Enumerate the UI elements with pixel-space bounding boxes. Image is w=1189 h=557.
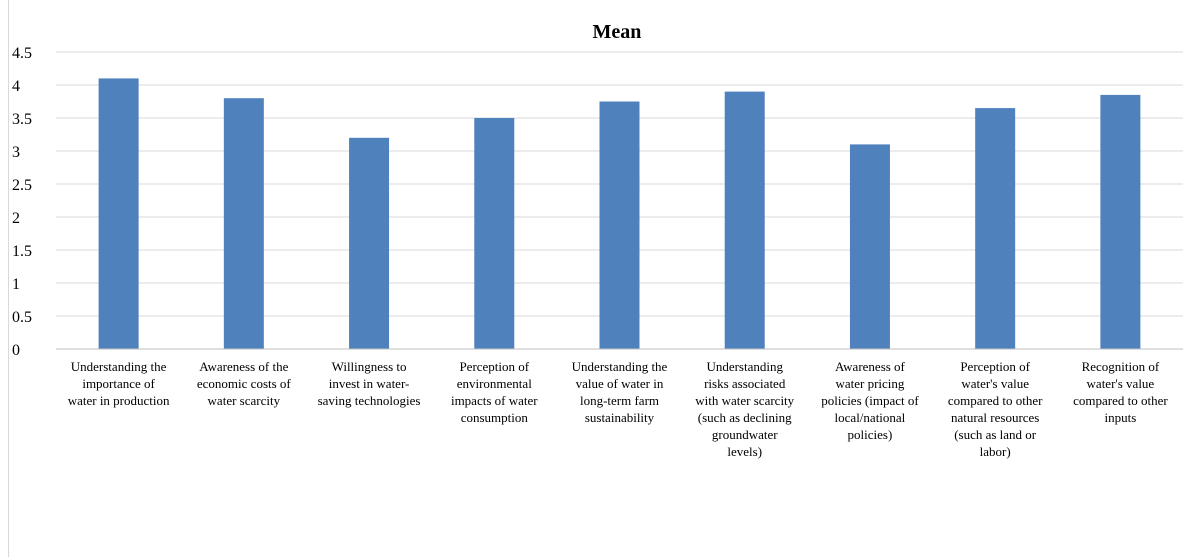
x-tick-label-line: local/national [835,410,906,425]
bar [724,91,765,349]
x-tick-label: Perception of environmental impacts of wat… [451,359,538,425]
bar [975,108,1016,349]
x-tick-label-line: economic costs of [197,376,292,391]
bar [98,78,139,350]
chart-frame [8,0,1188,557]
x-tick-label-line: water pricing [835,376,904,391]
x-tick-label-line: water's value [1087,376,1155,391]
x-tick-label: Perception of water's value compared to ot… [948,359,1043,459]
x-tick-label-line: long-term farm [580,393,659,408]
x-tick-label-line: impacts of water [451,393,538,408]
y-tick-label: 0.5 [12,309,32,326]
y-axis-ticks: 0 0.5 1 1.5 2 2.5 3 3.5 4 4.5 [12,45,32,359]
y-tick-label: 1 [12,276,20,293]
y-tick-label: 0 [12,342,20,359]
x-tick-label-line: Understanding [706,359,783,374]
x-tick-label-line: policies) [848,427,893,442]
x-tick-label-line: Awareness of [835,359,906,374]
y-tick-label: 3 [12,144,20,161]
y-tick-label: 4 [12,78,20,95]
x-tick-label: Understanding the value of water in long-t… [572,359,668,425]
bar [1100,94,1141,350]
bar [599,101,640,349]
x-tick-label-line: inputs [1104,410,1136,425]
x-tick-label-line: Perception of [459,359,529,374]
x-tick-label-line: water scarcity [208,393,281,408]
x-tick-label-line: policies (impact of [821,393,919,408]
x-tick-label-line: Understanding the [71,359,167,374]
chart-title: Mean [593,21,642,43]
x-tick-label: Awareness of water pricing policies (impac… [821,359,919,442]
x-tick-label-line: Recognition of [1082,359,1160,374]
x-tick-label-line: labor) [980,444,1011,459]
x-tick-label-line: environmental [457,376,532,391]
x-tick-label-line: sustainability [585,410,655,425]
x-tick-label-line: compared to other [1073,393,1168,408]
x-tick-label-line: with water scarcity [695,393,794,408]
x-tick-label: Willingness to invest in water-saving tec… [318,359,421,408]
x-tick-label: Awareness of the economic costs of water s… [197,359,292,408]
x-tick-label: Understanding the importance of water in p… [68,359,170,408]
x-tick-label-line: consumption [461,410,529,425]
x-tick-label-line: Willingness to [332,359,407,374]
x-tick-label-line: natural resources [951,410,1039,425]
bars [98,78,1141,350]
x-tick-label-line: compared to other [948,393,1043,408]
x-tick-label-line: water in production [68,393,170,408]
x-tick-label-line: saving technologies [318,393,421,408]
x-tick-label-line: water's value [961,376,1029,391]
x-tick-label-line: Perception of [960,359,1030,374]
x-tick-label-line: importance of [82,376,155,391]
y-tick-label: 2 [12,210,20,227]
x-tick-label-line: Awareness of the [199,359,288,374]
bar [349,137,390,349]
y-tick-label: 4.5 [12,45,32,62]
x-tick-label-line: value of water in [576,376,664,391]
x-tick-label: Recognition of water's value compared to o… [1073,359,1168,425]
x-tick-label-line: Understanding the [572,359,668,374]
x-tick-label-line: (such as declining [698,410,792,425]
y-tick-label: 3.5 [12,111,32,128]
x-tick-label-line: levels) [727,444,762,459]
x-axis-ticks: Understanding the importance of water in p… [68,359,1169,459]
x-tick-label-line: invest in water- [329,376,410,391]
x-tick-label-line: (such as land or [954,427,1037,442]
x-tick-label-line: groundwater [712,427,778,442]
bar [849,144,890,349]
y-tick-label: 1.5 [12,243,32,260]
x-tick-label-line: risks associated [704,376,786,391]
y-tick-label: 2.5 [12,177,32,194]
bar [223,98,264,349]
x-tick-label: Understanding risks associated with water … [695,359,794,459]
bar [474,118,515,349]
